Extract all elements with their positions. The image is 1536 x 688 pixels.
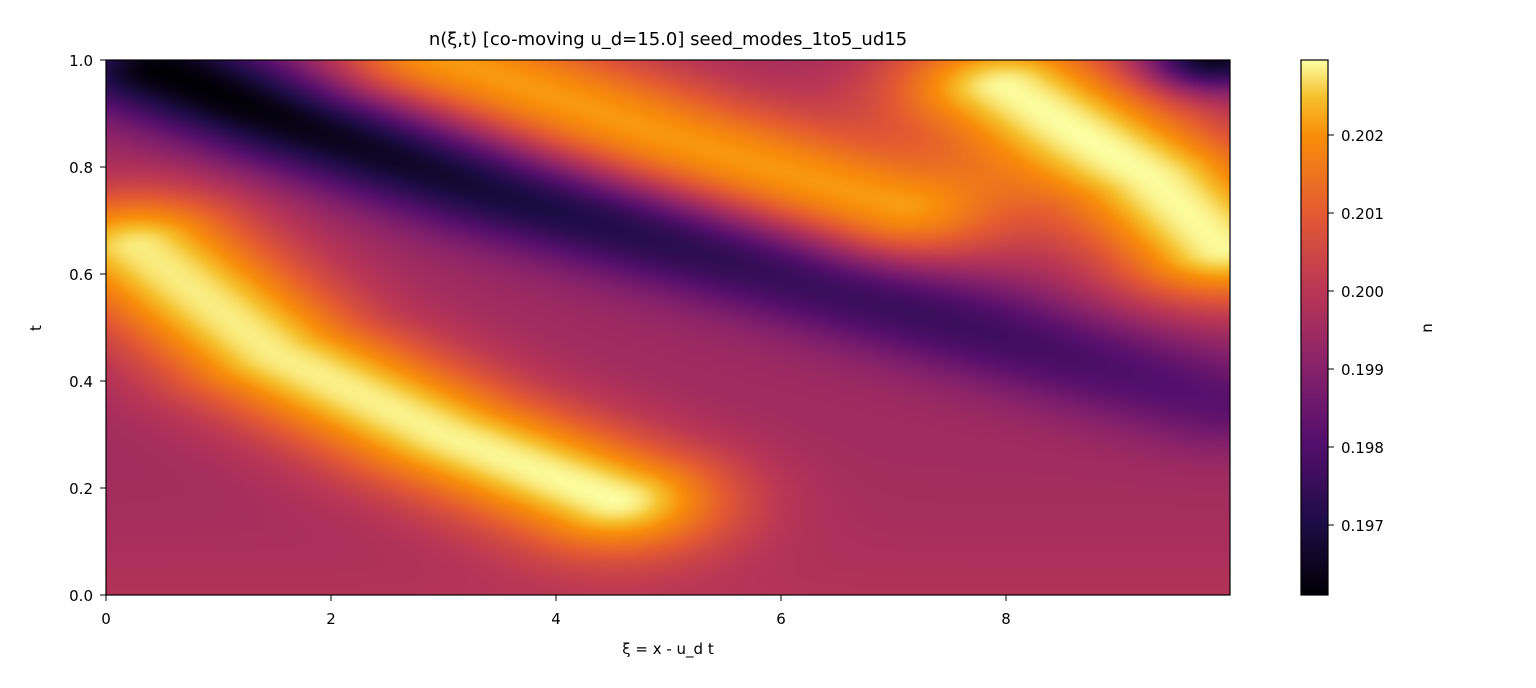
x-tick: 8 xyxy=(1001,595,1011,628)
y-tick: 0.8 xyxy=(69,159,106,177)
plot-area xyxy=(105,59,1231,596)
x-tick-label: 2 xyxy=(326,610,336,628)
x-tick-label: 8 xyxy=(1001,610,1011,628)
colorbar-gradient xyxy=(1300,59,1329,596)
y-axis-label: t xyxy=(27,325,45,331)
y-tick: 1.0 xyxy=(69,52,106,70)
colorbar-tick: 0.200 xyxy=(1328,283,1384,301)
colorbar-tick-label: 0.202 xyxy=(1341,127,1384,145)
y-axis: 0.0 0.2 0.4 0.6 0.8 1.0 t xyxy=(27,52,106,605)
x-tick: 2 xyxy=(326,595,336,628)
colorbar-label: n xyxy=(1418,323,1436,333)
x-axis: 0 2 4 6 8 ξ = x - u_d t xyxy=(101,595,1011,659)
chart-title: n(ξ,t) [co-moving u_d=15.0] seed_modes_1… xyxy=(429,29,907,50)
colorbar-tick-label: 0.198 xyxy=(1341,439,1384,457)
y-tick: 0.0 xyxy=(69,587,106,605)
y-tick-label: 0.4 xyxy=(69,373,93,391)
colorbar: 0.197 0.198 0.199 0.200 0.201 0.202 n xyxy=(1300,59,1436,596)
y-tick: 0.6 xyxy=(69,266,106,284)
y-tick-label: 0.0 xyxy=(69,587,93,605)
y-tick-label: 0.6 xyxy=(69,266,93,284)
colorbar-tick: 0.201 xyxy=(1328,205,1384,223)
colorbar-tick: 0.199 xyxy=(1328,361,1384,379)
y-tick-label: 0.8 xyxy=(69,159,93,177)
colorbar-tick: 0.197 xyxy=(1328,517,1384,535)
colorbar-tick: 0.198 xyxy=(1328,439,1384,457)
y-tick-label: 0.2 xyxy=(69,480,93,498)
x-tick-label: 4 xyxy=(551,610,561,628)
colorbar-tick-label: 0.200 xyxy=(1341,283,1384,301)
x-tick-label: 6 xyxy=(776,610,786,628)
x-tick: 4 xyxy=(551,595,561,628)
x-tick-label: 0 xyxy=(101,610,111,628)
y-tick: 0.2 xyxy=(69,480,106,498)
colorbar-tick: 0.202 xyxy=(1328,127,1384,145)
heatmap-image xyxy=(106,60,1230,595)
y-tick: 0.4 xyxy=(69,373,106,391)
plot-frame xyxy=(105,59,1231,596)
colorbar-tick-label: 0.197 xyxy=(1341,517,1384,535)
x-axis-label: ξ = x - u_d t xyxy=(622,640,714,659)
y-tick-label: 1.0 xyxy=(69,52,93,70)
colorbar-tick-label: 0.201 xyxy=(1341,205,1384,223)
colorbar-tick-label: 0.199 xyxy=(1341,361,1384,379)
x-tick: 0 xyxy=(101,595,111,628)
x-tick: 6 xyxy=(776,595,786,628)
